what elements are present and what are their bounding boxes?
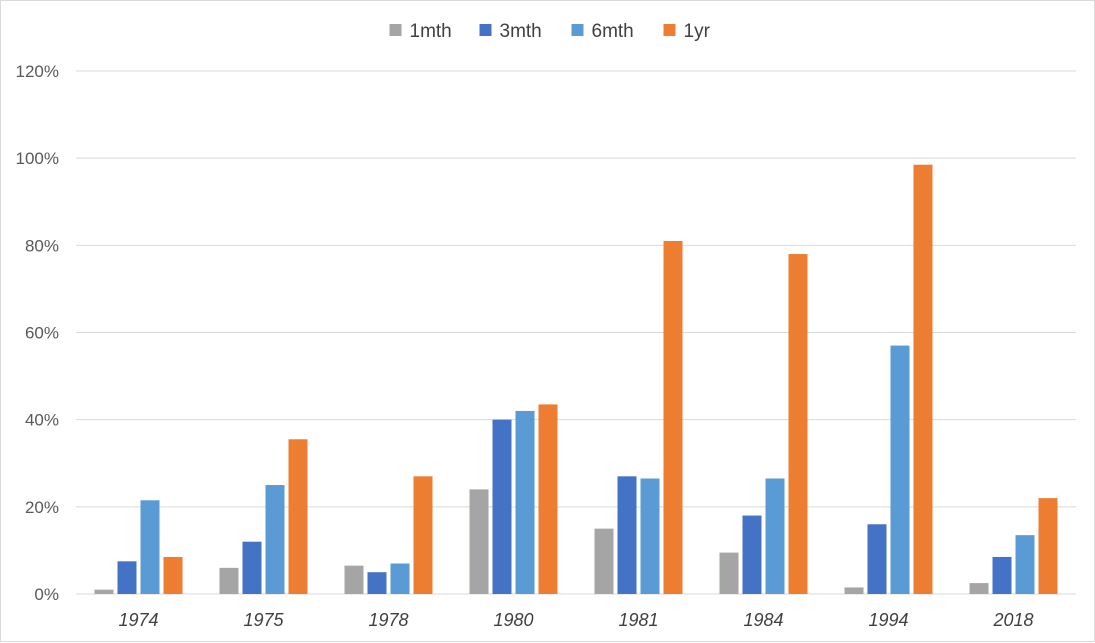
- legend-label-3mth: 3mth: [500, 21, 542, 42]
- bar-1yr-1975: [288, 439, 308, 594]
- y-tick-label: 0%: [34, 585, 59, 604]
- bar-6mth-1994: [890, 345, 910, 594]
- x-axis-ticks: 1974 1975 1978 1980 1981 1984 1994 2018: [118, 610, 1033, 630]
- x-tick-label: 1981: [618, 610, 658, 630]
- bar-1mth-1981: [594, 528, 614, 594]
- y-tick-label: 80%: [25, 236, 59, 255]
- x-tick-label: 1975: [243, 610, 284, 630]
- bar-6mth-1980: [515, 410, 535, 594]
- bar-6mth-1975: [265, 485, 285, 594]
- bar-6mth-2018: [1015, 535, 1035, 594]
- bar-1mth-1994: [844, 587, 864, 594]
- x-tick-label: 1984: [743, 610, 783, 630]
- bar-3mth-1981: [617, 476, 637, 594]
- bar-1mth-1975: [219, 567, 239, 594]
- bar-1yr-1980: [538, 404, 558, 594]
- gridlines: [76, 70, 1076, 595]
- bar-6mth-1974: [140, 500, 160, 594]
- bar-3mth-1975: [242, 541, 262, 594]
- legend: 1mth 3mth 6mth 1yr: [389, 21, 711, 42]
- y-tick-label: 100%: [16, 149, 59, 168]
- legend-label-1mth: 1mth: [410, 21, 452, 42]
- bar-3mth-1994: [867, 524, 887, 594]
- y-axis-ticks: 0% 20% 40% 60% 80% 100% 120%: [16, 62, 59, 604]
- bar-1yr-1994: [913, 164, 933, 594]
- bar-3mth-1978: [367, 572, 387, 594]
- legend-label-6mth: 6mth: [592, 21, 634, 42]
- legend-swatch-3mth: [479, 24, 492, 36]
- y-tick-label: 120%: [16, 62, 59, 81]
- legend-swatch-1yr: [663, 24, 676, 36]
- bar-1mth-1974: [94, 589, 114, 594]
- x-tick-label: 2018: [992, 610, 1033, 630]
- bar-3mth-1974: [117, 561, 137, 594]
- bar-1yr-2018: [1038, 498, 1058, 594]
- y-tick-label: 60%: [25, 324, 59, 343]
- x-tick-label: 1980: [493, 610, 533, 630]
- bar-1yr-1974: [163, 556, 183, 594]
- bar-3mth-1984: [742, 515, 762, 594]
- bar-1yr-1978: [413, 476, 433, 594]
- x-tick-label: 1974: [118, 610, 158, 630]
- bars: [94, 164, 1058, 595]
- legend-swatch-1mth: [389, 24, 402, 36]
- bar-3mth-1980: [492, 419, 512, 594]
- bar-6mth-1981: [640, 478, 660, 594]
- bar-1yr-1984: [788, 254, 808, 595]
- legend-label-1yr: 1yr: [684, 21, 711, 42]
- bar-6mth-1984: [765, 478, 785, 594]
- y-tick-label: 40%: [25, 411, 59, 430]
- x-tick-label: 1994: [868, 610, 908, 630]
- bar-6mth-1978: [390, 563, 410, 594]
- bar-1yr-1981: [663, 240, 683, 594]
- bar-1mth-2018: [969, 583, 989, 594]
- y-tick-label: 20%: [25, 498, 59, 517]
- bar-1mth-1980: [469, 489, 489, 594]
- bar-1mth-1978: [344, 565, 364, 594]
- legend-swatch-6mth: [571, 24, 584, 36]
- bar-3mth-2018: [992, 556, 1012, 594]
- x-tick-label: 1978: [368, 610, 408, 630]
- bar-1mth-1984: [719, 552, 739, 594]
